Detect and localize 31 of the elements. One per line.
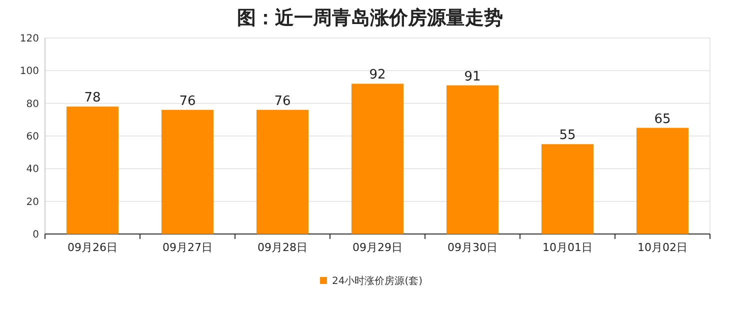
data-label: 92 xyxy=(369,68,386,83)
y-tick-label: 20 xyxy=(26,196,39,208)
y-tick-label: 80 xyxy=(26,98,39,110)
bar xyxy=(446,85,498,234)
data-label: 65 xyxy=(654,112,671,127)
y-tick-label: 120 xyxy=(20,34,39,44)
bar xyxy=(66,106,118,234)
legend: 24小时涨价房源(套) xyxy=(320,276,423,287)
bar xyxy=(542,144,594,234)
x-tick-label: 10月01日 xyxy=(542,241,592,254)
bar xyxy=(162,110,214,234)
data-label: 91 xyxy=(464,69,481,84)
x-tick-label: 09月26日 xyxy=(68,241,118,254)
data-label: 76 xyxy=(274,94,291,109)
x-tick-label: 09月28日 xyxy=(258,241,308,254)
data-label: 78 xyxy=(84,90,101,106)
x-tick-label: 10月02日 xyxy=(638,241,688,254)
x-tick-label: 09月27日 xyxy=(162,241,212,254)
legend-label: 24小时涨价房源(套) xyxy=(332,275,423,287)
data-label: 55 xyxy=(559,128,576,144)
y-tick-label: 0 xyxy=(32,230,39,240)
y-tick-label: 60 xyxy=(26,132,39,142)
chart-title: 图：近一周青岛涨价房源量走势 xyxy=(237,7,503,29)
data-label: 76 xyxy=(179,94,196,109)
y-tick-label: 40 xyxy=(26,164,39,176)
bar xyxy=(352,84,404,234)
bar xyxy=(256,110,308,234)
y-tick-label: 100 xyxy=(20,66,39,78)
bar xyxy=(636,128,688,234)
x-tick-label: 09月29日 xyxy=(352,241,402,254)
x-tick-label: 09月30日 xyxy=(448,241,498,254)
